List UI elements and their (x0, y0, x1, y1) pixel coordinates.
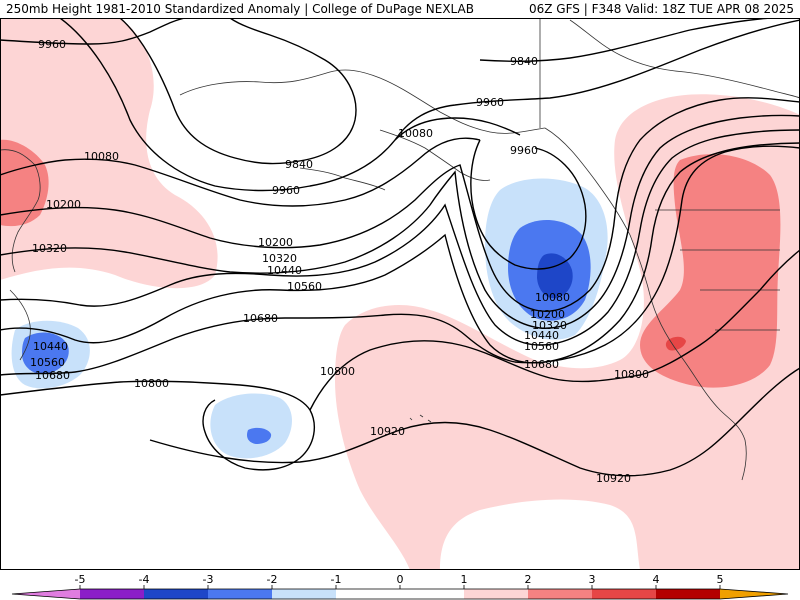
contour-label: 9960 (510, 144, 538, 157)
contour-label: 9960 (38, 38, 66, 51)
contour-label: 10560 (524, 340, 559, 353)
coastlines (0, 18, 800, 481)
coast-alaska-south (379, 129, 491, 181)
contour-label: 10320 (532, 319, 567, 332)
colorbar-segment-p2 (528, 589, 592, 599)
contour-label: 9960 (476, 96, 504, 109)
contour-label: 10440 (267, 264, 302, 277)
height-anomaly-map: 9960 9840 9960 9840 9960 10080 9960 1008… (0, 18, 800, 570)
contour-10080-mid (394, 117, 521, 141)
contour-label: 10200 (530, 308, 565, 321)
contour-9960-west (0, 18, 186, 45)
height-contours (0, 18, 800, 477)
colorbar-segment-n1 (272, 589, 336, 599)
anomaly-colorbar: -5 -4 -3 -2 -1 0 1 2 3 4 5 (0, 570, 800, 600)
colorbar-tick-label: 2 (525, 573, 532, 586)
contour-9960-mid (59, 18, 800, 192)
contour-9960-trough (470, 139, 587, 270)
contour-label: 10080 (398, 127, 433, 140)
anomaly-positive-nw-core (0, 139, 49, 227)
colorbar-tick-label: -1 (331, 573, 342, 586)
colorbar-tick-label: -2 (267, 573, 278, 586)
colorbar-tick-label: 5 (717, 573, 724, 586)
colorbar-segment-n4 (80, 589, 144, 599)
contour-label: 10800 (320, 365, 355, 378)
anomaly-positive-west-us-core (665, 336, 686, 351)
contour-10080-west (0, 137, 481, 207)
contour-label: 10680 (243, 312, 278, 325)
state-borders (680, 249, 780, 331)
contour-10920 (149, 367, 800, 477)
coast-north-america-west (544, 127, 747, 481)
contour-label: 10680 (35, 369, 70, 382)
colorbar-tick-label: 4 (653, 573, 660, 586)
contour-label: 10560 (30, 356, 65, 369)
hawaiian-islands (409, 414, 432, 423)
coast-canada-arctic (569, 19, 800, 99)
contour-10560 (0, 142, 800, 364)
contour-label: 10680 (524, 358, 559, 371)
contour-label: 10440 (33, 340, 68, 353)
colorbar-segment-p3 (592, 589, 656, 599)
colorbar-tick-label: -5 (75, 573, 86, 586)
contour-label: 9840 (510, 55, 538, 68)
colorbar-ticks (79, 585, 721, 589)
anomaly-negative-central-pacific-core (246, 427, 272, 444)
contour-10320 (0, 114, 800, 329)
colorbar-segment-n3 (144, 589, 208, 599)
contour-10440 (0, 129, 800, 346)
contour-label: 10800 (134, 377, 169, 390)
anomaly-negative-gulf-alaska-core (537, 253, 573, 299)
contour-label: 10080 (84, 150, 119, 163)
anomaly-negative-west-pacific-core (22, 332, 69, 375)
colorbar-segments (12, 589, 788, 599)
contour-10200 (0, 97, 800, 312)
colorbar-segment-p1 (464, 589, 528, 599)
contour-label: 10200 (258, 236, 293, 249)
contour-label: 10200 (46, 198, 81, 211)
contour-label: 10440 (524, 329, 559, 342)
colorbar-segment-n2 (208, 589, 272, 599)
contour-label: 9840 (285, 158, 313, 171)
colorbar-tick-label: 0 (397, 573, 404, 586)
contour-10800 (0, 249, 800, 471)
colorbar-segment-0 (336, 589, 464, 599)
contour-label: 10800 (614, 368, 649, 381)
model-run-info: 06Z GFS | F348 Valid: 18Z TUE APR 08 202… (528, 2, 794, 16)
contour-label: 10320 (32, 242, 67, 255)
colorbar-tick-label: 3 (589, 573, 596, 586)
anomaly-shading (0, 18, 800, 570)
colorbar-tick-label: 1 (461, 573, 468, 586)
contour-10680 (0, 145, 800, 376)
anomaly-positive-west-us (640, 154, 781, 388)
contour-labels: 9960 9840 9960 9840 9960 10080 9960 1008… (30, 38, 649, 485)
anomaly-positive-nw (0, 18, 218, 289)
coast-kamchatka (0, 149, 41, 273)
colorbar-segment-p4 (656, 589, 720, 599)
coast-alaska-north (179, 69, 546, 134)
contour-label: 10080 (535, 291, 570, 304)
contour-9840 (119, 18, 357, 165)
title-bar: 250mb Height 1981-2010 Standardized Anom… (0, 0, 800, 18)
aleutian-islands (299, 167, 386, 191)
contour-label: 10920 (370, 425, 405, 438)
colorbar-tick-label: -4 (139, 573, 150, 586)
contour-label: 10320 (262, 252, 297, 265)
contour-label: 9960 (272, 184, 300, 197)
colorbar-tick-labels: -5 -4 -3 -2 -1 0 1 2 3 4 5 (75, 573, 724, 586)
map-title: 250mb Height 1981-2010 Standardized Anom… (6, 2, 474, 16)
colorbar-tick-label: -3 (203, 573, 214, 586)
contour-9840-east (479, 18, 771, 63)
contour-label: 10920 (596, 472, 631, 485)
anomaly-negative-central-pacific (210, 393, 292, 459)
contour-label: 10560 (287, 280, 322, 293)
colorbar-segment-p5 (720, 589, 788, 599)
colorbar-segment-n5 (12, 589, 80, 599)
